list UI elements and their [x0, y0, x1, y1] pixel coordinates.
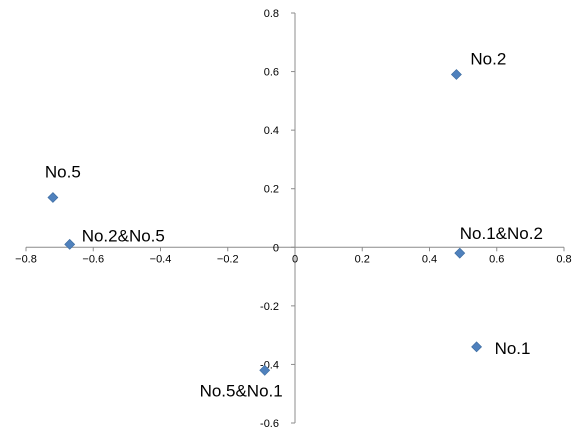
data-point-marker	[65, 239, 75, 249]
x-tick-label: 0.8	[556, 253, 571, 265]
y-tick-label: 0.2	[264, 184, 279, 196]
data-points	[48, 70, 482, 376]
point-labels: No.2 No.5 No.2&No.5 No.1&No.2 No.1 No.5&No.1	[45, 50, 543, 401]
data-point-label: No.2&No.5	[82, 226, 165, 245]
y-tick-label: 0.8	[264, 8, 279, 20]
x-tick-label: 0.2	[355, 253, 370, 265]
data-point-marker	[48, 193, 58, 203]
data-point-label: No.1	[495, 339, 531, 358]
data-point-marker	[472, 342, 482, 352]
data-point-label: No.5&No.1	[200, 381, 283, 400]
x-tick-label: −0.8	[15, 253, 37, 265]
x-tick-label: −0.4	[150, 253, 172, 265]
y-tick-label: 0.6	[264, 67, 279, 79]
x-tick-label: −0.2	[217, 253, 239, 265]
y-tick-label: -0.6	[260, 418, 279, 429]
x-tick-label: −0.6	[82, 253, 104, 265]
axes	[26, 13, 564, 423]
y-tick-label: 0.4	[264, 125, 279, 137]
data-point-label: No.1&No.2	[460, 224, 543, 243]
y-tick-label: -0.2	[260, 301, 279, 313]
y-tick-label: 0	[273, 242, 279, 254]
x-tick-label: 0.4	[422, 253, 437, 265]
x-tick-label: 0.6	[489, 253, 504, 265]
data-point-label: No.2	[470, 50, 506, 69]
data-point-label: No.5	[45, 163, 81, 182]
x-tick-label: 0	[292, 253, 298, 265]
data-point-marker	[451, 70, 461, 80]
data-point-marker	[455, 248, 465, 258]
